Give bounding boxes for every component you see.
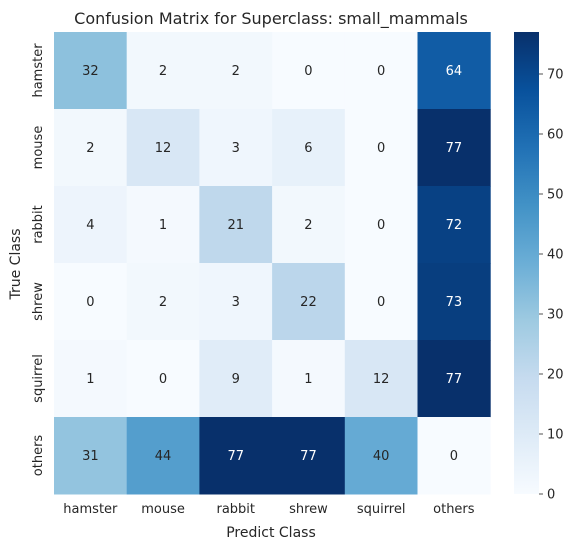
cell-value-label: 1 bbox=[159, 218, 167, 233]
cell-value-label: 44 bbox=[155, 449, 172, 464]
cell-value-label: 3 bbox=[232, 141, 240, 156]
cell-value-label: 2 bbox=[159, 64, 167, 79]
cell-value-label: 0 bbox=[304, 64, 312, 79]
x-tick-labels: hamster mouse rabbit shrew squirrel others bbox=[63, 502, 474, 517]
y-tick-label: hamster bbox=[31, 43, 46, 98]
cell-value-label: 64 bbox=[446, 64, 463, 79]
heatmap-cells: 32 2 2 0 0 642 12 3 6 0 774 1 21 2 0 720 2 3 22 0 731 0 9 1 12 77… bbox=[54, 32, 491, 495]
cell-value-label: 0 bbox=[377, 64, 385, 79]
colorbar-tick-label: 60 bbox=[547, 128, 564, 143]
cell-value-label: 0 bbox=[86, 295, 94, 310]
y-tick-label: rabbit bbox=[31, 205, 46, 244]
cell-value-label: 0 bbox=[377, 141, 385, 156]
cell-value-label: 6 bbox=[304, 141, 312, 156]
cell-value-label: 3 bbox=[232, 295, 240, 310]
cell-value-label: 21 bbox=[227, 218, 244, 233]
cell-value-label: 2 bbox=[159, 295, 167, 310]
colorbar bbox=[514, 32, 539, 494]
cell-value-label: 0 bbox=[377, 295, 385, 310]
cell-value-label: 1 bbox=[304, 372, 312, 387]
cell-value-label: 4 bbox=[86, 218, 94, 233]
y-tick-label: squirrel bbox=[31, 354, 46, 403]
cell-value-label: 40 bbox=[373, 449, 390, 464]
cell-value-label: 77 bbox=[446, 141, 463, 156]
colorbar-tick-label: 50 bbox=[547, 188, 564, 203]
cell-value-label: 22 bbox=[300, 295, 317, 310]
cell-value-label: 12 bbox=[155, 141, 172, 156]
colorbar-tick-label: 10 bbox=[547, 428, 564, 443]
cell-value-label: 77 bbox=[227, 449, 244, 464]
cell-value-label: 2 bbox=[232, 64, 240, 79]
x-tick-label: hamster bbox=[63, 502, 118, 517]
cell-value-label: 73 bbox=[446, 295, 463, 310]
cell-value-label: 1 bbox=[86, 372, 94, 387]
colorbar-tick-label: 0 bbox=[547, 488, 555, 503]
cell-value-label: 12 bbox=[373, 372, 390, 387]
y-tick-label: shrew bbox=[31, 282, 46, 321]
y-tick-label: others bbox=[31, 435, 46, 477]
x-tick-label: squirrel bbox=[357, 502, 406, 517]
cell-value-label: 2 bbox=[304, 218, 312, 233]
cell-value-label: 72 bbox=[446, 218, 463, 233]
x-tick-label: shrew bbox=[289, 502, 328, 517]
colorbar-tick-label: 20 bbox=[547, 368, 564, 383]
x-tick-label: rabbit bbox=[216, 502, 255, 517]
y-tick-label: mouse bbox=[31, 126, 46, 170]
cell-value-label: 31 bbox=[82, 449, 99, 464]
colorbar-tick-label: 40 bbox=[547, 248, 564, 263]
cell-value-label: 77 bbox=[300, 449, 317, 464]
x-axis-label: Predict Class bbox=[226, 525, 316, 541]
cell-value-label: 2 bbox=[86, 141, 94, 156]
cell-value-label: 77 bbox=[446, 372, 463, 387]
colorbar-ticks: 0 10 20 30 40 50 60 70 bbox=[539, 68, 564, 503]
y-axis-label: True Class bbox=[8, 228, 24, 300]
cell-value-label: 0 bbox=[377, 218, 385, 233]
colorbar-tick-label: 70 bbox=[547, 68, 564, 83]
x-tick-label: others bbox=[433, 502, 475, 517]
colorbar-tick-label: 30 bbox=[547, 308, 564, 323]
cell-value-label: 0 bbox=[450, 449, 458, 464]
y-tick-labels: hamster mouse rabbit shrew squirrel others bbox=[31, 43, 46, 476]
cell-value-label: 0 bbox=[159, 372, 167, 387]
cell-value-label: 32 bbox=[82, 64, 99, 79]
x-tick-label: mouse bbox=[141, 502, 185, 517]
chart-title: Confusion Matrix for Superclass: small_m… bbox=[74, 9, 468, 29]
cell-value-label: 9 bbox=[232, 372, 240, 387]
